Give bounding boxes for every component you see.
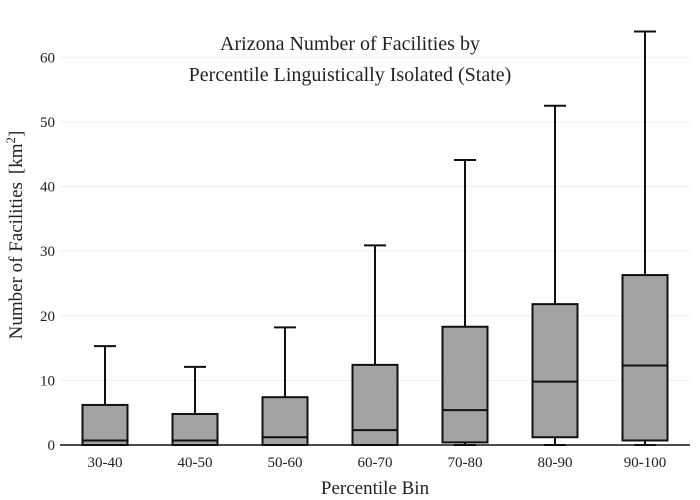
y-tick-label: 50: [40, 115, 55, 131]
box-plot-90-100: [621, 30, 669, 446]
y-tick-label: 0: [48, 438, 56, 454]
iqr-box: [531, 303, 579, 439]
box-plot-50-60: [261, 326, 309, 446]
iqr-box: [81, 403, 129, 447]
x-tick-label: 50-60: [268, 455, 303, 471]
y-tick-label: 40: [40, 180, 55, 196]
x-tick-label: 80-90: [538, 455, 573, 471]
iqr-box: [621, 274, 669, 442]
box-plot-80-90: [531, 104, 579, 446]
box-plot-40-50: [171, 365, 219, 447]
box-plot-30-40: [81, 345, 129, 447]
y-tick-label: 60: [40, 50, 55, 66]
y-axis-title: Number of Facilities [km2]: [3, 131, 27, 340]
x-axis-title: Percentile Bin: [321, 478, 430, 499]
y-tick-labels: 0 10 20 30 40 50 60: [40, 50, 55, 454]
x-tick-label: 30-40: [88, 455, 123, 471]
x-tick-label: 60-70: [358, 455, 393, 471]
x-tick-labels: 30-40 40-50 50-60 60-70 70-80 80-90 90-100: [88, 455, 667, 471]
iqr-box: [351, 363, 399, 446]
y-axis-unit-open: [km: [6, 143, 27, 174]
y-axis-unit-sup: 2: [3, 137, 18, 144]
x-tick-label: 90-100: [624, 455, 667, 471]
box-plot-70-80: [441, 159, 489, 446]
x-tick-label: 70-80: [448, 455, 483, 471]
y-tick-label: 20: [40, 309, 55, 325]
y-axis-title-main: Number of Facilities: [6, 182, 27, 339]
chart-title-line-1: Arizona Number of Facilities by: [220, 33, 480, 55]
x-tick-label: 40-50: [178, 455, 213, 471]
y-tick-label: 30: [40, 244, 55, 260]
iqr-box: [441, 325, 489, 444]
box-plots: [81, 30, 669, 447]
chart-title-line-2: Percentile Linguistically Isolated (Stat…: [189, 64, 512, 86]
y-axis-unit-close: ]: [6, 131, 27, 137]
y-tick-label: 10: [40, 373, 55, 389]
box-plot-60-70: [351, 244, 399, 446]
